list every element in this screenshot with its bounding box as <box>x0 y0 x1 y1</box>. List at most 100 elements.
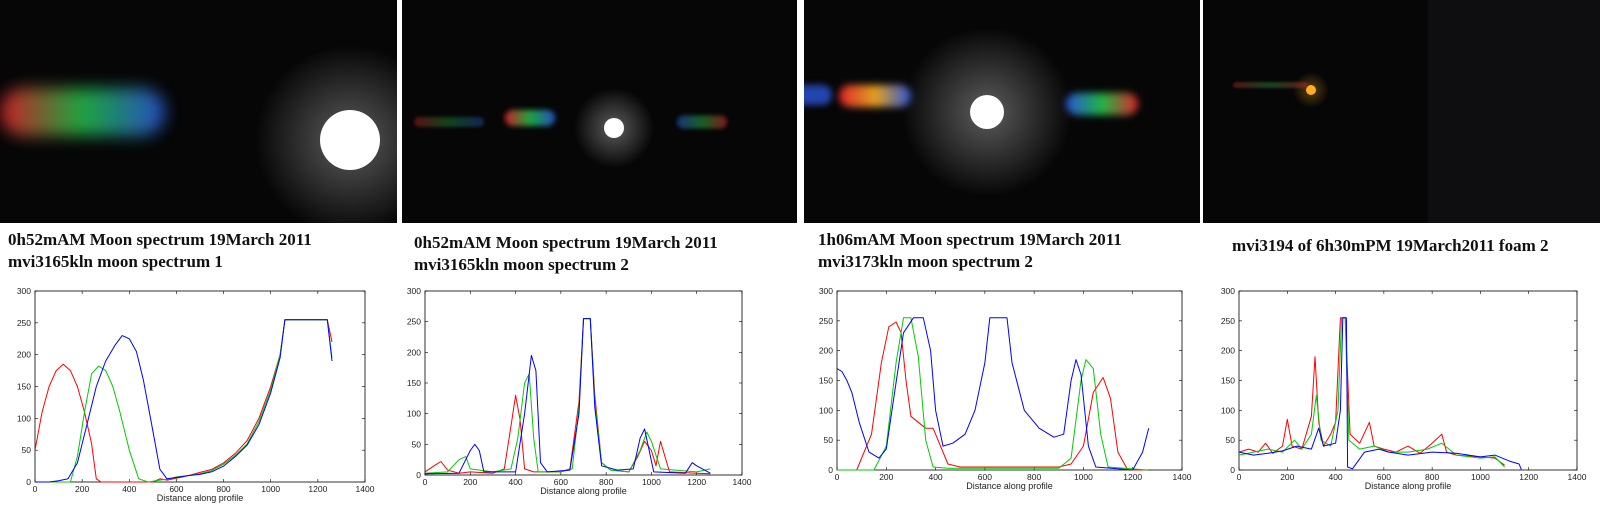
moon-photo-3-svg <box>804 0 1200 223</box>
moon-photo-1-svg <box>0 0 397 223</box>
x-tick-label: 1000 <box>1471 472 1490 482</box>
caption-3: 1h06mAM Moon spectrum 19March 2011 mvi31… <box>818 229 1122 273</box>
y-tick-label: 300 <box>17 286 31 296</box>
moon-disc <box>1306 85 1316 95</box>
x-tick-label: 800 <box>599 477 613 487</box>
moon-photo-2 <box>402 0 797 223</box>
spectrum-chart-1-svg: 0 200 400 600 800 1000 1200 1400 0 50 100 150 200 250… <box>17 286 375 503</box>
y-tick-label: 50 <box>824 435 834 445</box>
spectrum-band <box>505 110 555 126</box>
caption-2: 0h52mAM Moon spectrum 19March 2011 mvi31… <box>414 232 718 276</box>
caption-1-line1: 0h52mAM Moon spectrum 19March 2011 <box>8 230 312 249</box>
x-tick-label: 600 <box>169 484 183 494</box>
series-line-3 <box>35 319 333 483</box>
caption-4: mvi3194 of 6h30mPM 19March2011 foam 2 <box>1232 235 1549 257</box>
y-tick-label: 0 <box>1230 465 1235 475</box>
x-tick-label: 0 <box>33 484 38 494</box>
moon-photo-2-svg <box>402 0 797 223</box>
x-tick-label: 1400 <box>1173 472 1192 482</box>
y-tick-label: 200 <box>819 346 833 356</box>
x-tick-label: 1200 <box>1123 472 1142 482</box>
moon-photo-4 <box>1203 0 1600 223</box>
x-tick-label: 1200 <box>687 477 706 487</box>
x-tick-label: 1400 <box>733 477 752 487</box>
y-tick-label: 250 <box>1221 316 1235 326</box>
y-tick-label: 150 <box>407 378 421 388</box>
caption-1: 0h52mAM Moon spectrum 19March 2011 mvi31… <box>8 229 312 273</box>
plot-area <box>1238 290 1578 471</box>
x-tick-label: 0 <box>423 477 428 487</box>
x-tick-label: 1400 <box>1568 472 1587 482</box>
spectrum-band <box>804 85 832 105</box>
moon-photo-3 <box>804 0 1200 223</box>
x-tick-label: 600 <box>1377 472 1391 482</box>
x-tick-label: 200 <box>75 484 89 494</box>
y-tick-label: 100 <box>1221 405 1235 415</box>
x-tick-label: 1000 <box>261 484 280 494</box>
x-tick-label: 800 <box>1425 472 1439 482</box>
moon-disc <box>604 118 624 138</box>
spectrum-band <box>0 88 165 136</box>
x-tick-label: 1400 <box>356 484 375 494</box>
series-line-3 <box>1238 317 1522 471</box>
y-tick-label: 50 <box>22 445 32 455</box>
x-axis-label: Distance along profile <box>1365 481 1452 491</box>
spectrum-chart-1: 0 200 400 600 800 1000 1200 1400 0 50 100 150 200 250… <box>0 285 382 513</box>
y-tick-label: 0 <box>416 470 421 480</box>
y-tick-label: 150 <box>17 382 31 392</box>
spectrum-chart-3: 0 200 400 600 800 1000 1200 1400 0 50 100 150 200 250… <box>802 285 1198 513</box>
spectrum-chart-2: 0 200 400 600 800 1000 1200 1400 0 50 100 150 200 250… <box>390 285 762 513</box>
x-tick-label: 1200 <box>308 484 327 494</box>
plot-area <box>34 290 366 483</box>
y-tick-label: 300 <box>1221 286 1235 296</box>
series-line-1 <box>837 321 1148 471</box>
y-tick-label: 200 <box>17 350 31 360</box>
x-axis-label: Distance along profile <box>966 481 1053 491</box>
caption-3-line2: mvi3173kln moon spectrum 2 <box>818 252 1033 271</box>
moon-disc <box>320 110 380 170</box>
x-tick-label: 200 <box>879 472 893 482</box>
caption-4-line1: mvi3194 of 6h30mPM 19March2011 foam 2 <box>1232 236 1549 255</box>
spectrum-band <box>414 117 484 127</box>
y-tick-label: 100 <box>17 413 31 423</box>
y-tick-label: 250 <box>407 317 421 327</box>
y-tick-label: 50 <box>412 439 422 449</box>
series-line-2 <box>837 317 1148 471</box>
y-tick-label: 0 <box>828 465 833 475</box>
moon-photo-1 <box>0 0 397 223</box>
y-tick-label: 100 <box>819 405 833 415</box>
x-tick-label: 1000 <box>642 477 661 487</box>
y-tick-label: 100 <box>407 409 421 419</box>
spectrum-band <box>1233 82 1308 88</box>
x-axis-label: Distance along profile <box>157 493 244 503</box>
x-tick-label: 400 <box>122 484 136 494</box>
x-tick-label: 400 <box>1328 472 1342 482</box>
spectrum-band <box>677 115 727 129</box>
y-tick-label: 0 <box>26 477 31 487</box>
x-tick-label: 0 <box>1237 472 1242 482</box>
series-line-2 <box>424 318 711 474</box>
caption-2-line1: 0h52mAM Moon spectrum 19March 2011 <box>414 233 718 252</box>
x-tick-label: 800 <box>1027 472 1041 482</box>
x-axis-label: Distance along profile <box>540 486 627 496</box>
y-tick-label: 150 <box>1221 376 1235 386</box>
series-line-3 <box>424 318 711 475</box>
caption-2-line2: mvi3165kln moon spectrum 2 <box>414 255 629 274</box>
y-tick-label: 300 <box>819 286 833 296</box>
x-tick-label: 200 <box>463 477 477 487</box>
moon-photo-4-svg <box>1203 0 1600 223</box>
y-tick-label: 300 <box>407 286 421 296</box>
caption-3-line1: 1h06mAM Moon spectrum 19March 2011 <box>818 230 1122 249</box>
spectrum-chart-4: 0 200 400 600 800 1000 1200 1400 0 50 100 150 200 250… <box>1212 285 1600 513</box>
moon-disc <box>970 95 1004 129</box>
caption-1-line2: mvi3165kln moon spectrum 1 <box>8 252 223 271</box>
x-tick-label: 1200 <box>1519 472 1538 482</box>
x-tick-label: 400 <box>928 472 942 482</box>
plot-area <box>836 290 1183 471</box>
spectrum-band <box>1066 93 1138 115</box>
y-tick-label: 50 <box>1226 435 1236 445</box>
spectrum-chart-4-svg: 0 200 400 600 800 1000 1200 1400 0 50 100 150 200 250… <box>1221 286 1587 491</box>
spectrum-band <box>839 85 911 107</box>
series-line-3 <box>836 317 1150 471</box>
x-tick-label: 800 <box>216 484 230 494</box>
